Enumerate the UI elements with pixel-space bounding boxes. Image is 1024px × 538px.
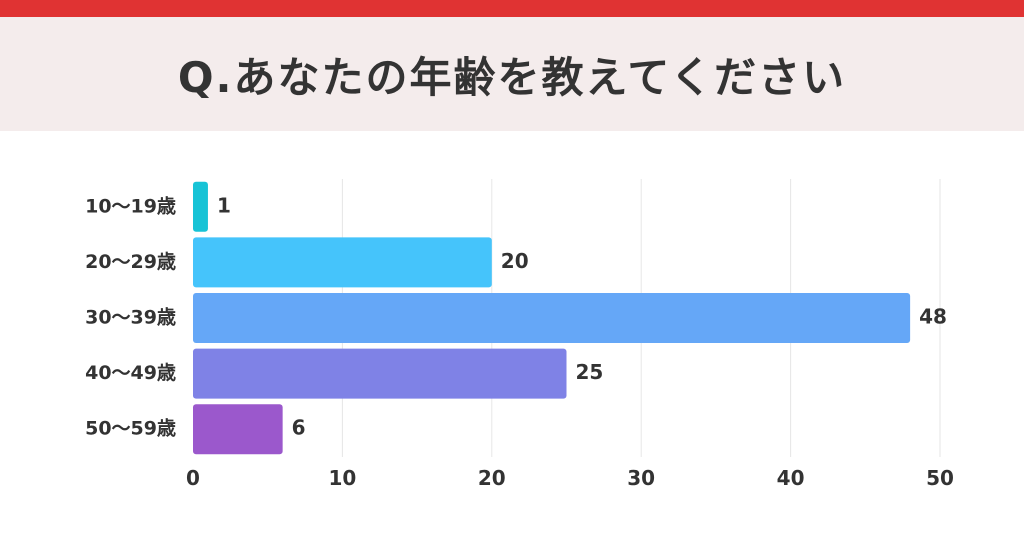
x-tick-label: 0	[186, 466, 200, 490]
category-label: 10〜19歳	[85, 195, 176, 217]
value-labels: 1 20 48 25 6	[217, 193, 947, 439]
data-label: 1	[217, 193, 231, 217]
bar	[193, 404, 283, 455]
data-label: 48	[919, 305, 947, 329]
category-label: 30〜39歳	[85, 307, 176, 329]
bar	[193, 293, 911, 343]
chart-title: Q.あなたの年齢を教えてください	[177, 52, 847, 102]
data-label: 20	[501, 249, 529, 273]
x-tick-label: 30	[627, 466, 655, 490]
category-label: 50〜59歳	[85, 418, 176, 440]
data-label: 25	[576, 360, 604, 384]
x-tick-label: 50	[926, 466, 954, 490]
x-tick-label: 40	[777, 466, 805, 490]
header-banner: Q.あなたの年齢を教えてください	[0, 17, 1024, 131]
bar	[193, 237, 492, 288]
category-labels: 10〜19歳 20〜29歳 30〜39歳 40〜49歳 50〜59歳	[85, 195, 176, 439]
bars	[193, 181, 911, 455]
x-axis-ticks: 0 10 20 30 40 50	[186, 466, 954, 490]
data-label: 6	[292, 416, 306, 440]
bar	[193, 181, 208, 232]
x-tick-label: 10	[328, 466, 356, 490]
x-tick-label: 20	[478, 466, 506, 490]
category-label: 40〜49歳	[85, 362, 176, 384]
bar	[193, 348, 567, 399]
category-label: 20〜29歳	[85, 251, 176, 273]
top-accent-bar	[0, 0, 1024, 17]
